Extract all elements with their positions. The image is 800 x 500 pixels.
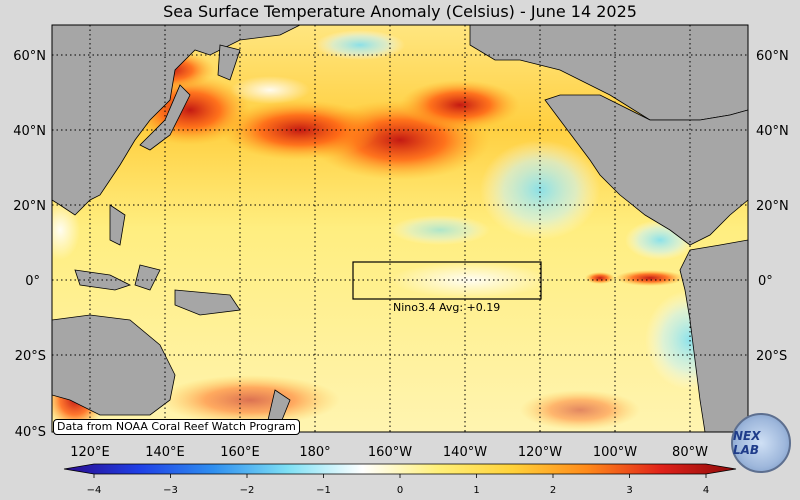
colorbar-tick-label: −1 (316, 485, 331, 496)
lat-label: 60°N (13, 49, 46, 64)
neutral-patch (230, 76, 310, 104)
lon-label: 120°E (70, 445, 110, 460)
lon-label: 160°E (220, 445, 260, 460)
lat-label: 20°N (13, 199, 46, 214)
cool-patch (480, 140, 600, 240)
map-area (52, 25, 748, 432)
colorbar-tick-label: −4 (87, 485, 102, 496)
lat-labels-right: 60°N 40°N 20°N 0° 20°S (756, 49, 789, 364)
lon-label: 180° (299, 445, 330, 460)
colorbar-tick-label: 2 (550, 485, 556, 496)
lon-label: 140°W (443, 445, 487, 460)
colorbar-tick-label: 4 (703, 485, 709, 496)
lon-label: 160°W (368, 445, 412, 460)
lat-label: 0° (25, 274, 40, 289)
cool-patch (390, 215, 490, 245)
lat-label: 20°S (15, 349, 46, 364)
hot-patch (400, 80, 520, 130)
colorbar-ticks: −4 −3 −2 −1 0 1 2 3 4 (87, 474, 709, 496)
lat-label: 20°N (756, 199, 789, 214)
neutral-patch (390, 262, 550, 298)
graticule (52, 25, 748, 432)
hot-patch (520, 390, 640, 430)
lat-label: 40°S (15, 425, 46, 440)
data-credit: Data from NOAA Coral Reef Watch Program (53, 419, 300, 435)
lon-label: 140°E (145, 445, 185, 460)
lat-label: 60°N (756, 49, 789, 64)
lat-label: 40°N (756, 124, 789, 139)
hot-patch (615, 270, 685, 286)
colorbar-tick-label: 0 (397, 485, 403, 496)
map-title: Sea Surface Temperature Anomaly (Celsius… (163, 2, 637, 21)
colorbar-tick-label: 3 (626, 485, 632, 496)
hot-patch (585, 272, 615, 284)
nino34-label: Nino3.4 Avg: +0.19 (393, 301, 500, 314)
lat-labels-left: 60°N 40°N 20°N 0° 20°S 40°S (13, 49, 46, 440)
nexlab-logo: NEX LAB (731, 413, 791, 473)
map-frame (51, 24, 749, 433)
hot-patch (160, 375, 340, 425)
neutral-patch (52, 200, 80, 260)
lon-label: 80°W (672, 445, 708, 460)
lat-label: 40°N (13, 124, 46, 139)
nino34-box (352, 261, 542, 300)
lat-label: 20°S (756, 349, 787, 364)
colorbar-tick-label: −3 (163, 485, 178, 496)
colorbar: −4 −3 −2 −1 0 1 2 3 4 (63, 463, 737, 496)
colorbar-tick-label: 1 (473, 485, 479, 496)
lon-label: 100°W (593, 445, 637, 460)
cool-patch (315, 30, 405, 60)
colorbar-tick-label: −2 (240, 485, 255, 496)
colorbar-bar (63, 463, 737, 475)
lat-label: 0° (758, 274, 773, 289)
lon-labels: 120°E 140°E 160°E 180° 160°W 140°W 120°W… (70, 445, 708, 460)
lon-label: 120°W (518, 445, 562, 460)
